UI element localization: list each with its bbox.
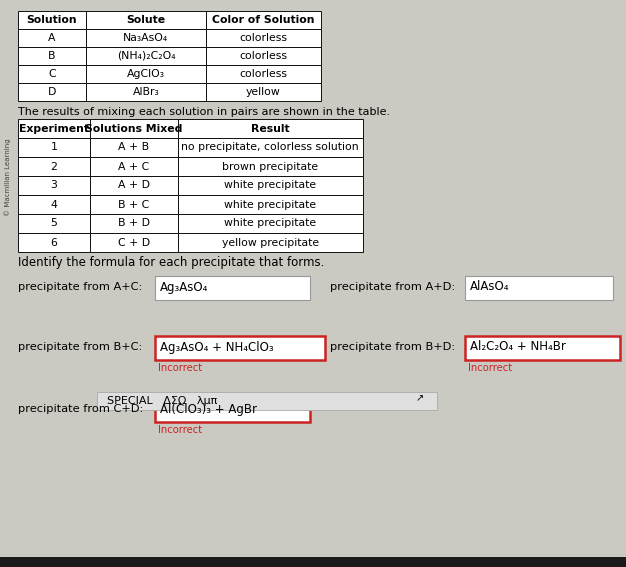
Bar	[18, 29, 86, 47]
Text: precipitate from C+D:: precipitate from C+D:	[18, 404, 143, 414]
Bar	[90, 176, 178, 195]
Text: Incorrect: Incorrect	[158, 425, 202, 435]
Text: Solutions Mixed: Solutions Mixed	[85, 124, 183, 133]
Text: Incorrect: Incorrect	[468, 363, 512, 373]
Bar	[18, 176, 90, 195]
Bar	[178, 214, 363, 233]
Text: 1: 1	[51, 142, 58, 153]
Text: Solution: Solution	[27, 15, 78, 25]
Bar	[206, 47, 321, 65]
Bar	[155, 336, 325, 360]
Bar	[18, 65, 86, 83]
Bar	[0, 557, 626, 567]
Text: 6: 6	[51, 238, 58, 248]
Text: colorless: colorless	[240, 69, 287, 79]
Bar	[178, 195, 363, 214]
Bar	[90, 157, 178, 176]
Text: Incorrect: Incorrect	[158, 363, 202, 373]
Bar	[18, 233, 90, 252]
Bar	[18, 138, 90, 157]
Bar	[18, 11, 86, 29]
Bar	[155, 398, 310, 422]
Text: (NH₄)₂C₂O₄: (NH₄)₂C₂O₄	[116, 51, 175, 61]
Text: Al₂C₂O₄ + NH₄Br: Al₂C₂O₄ + NH₄Br	[470, 341, 566, 353]
Bar	[86, 65, 206, 83]
Bar	[18, 83, 86, 101]
Bar	[86, 11, 206, 29]
Bar	[90, 195, 178, 214]
Text: AlAsO₄: AlAsO₄	[470, 281, 510, 294]
Text: Color of Solution: Color of Solution	[212, 15, 315, 25]
Bar	[206, 65, 321, 83]
Text: colorless: colorless	[240, 51, 287, 61]
Text: Al(ClO₃)₃ + AgBr: Al(ClO₃)₃ + AgBr	[160, 403, 257, 416]
Text: The results of mixing each solution in pairs are shown in the table.: The results of mixing each solution in p…	[18, 107, 390, 117]
Text: white precipitate: white precipitate	[225, 180, 317, 191]
Bar	[90, 233, 178, 252]
Bar	[86, 47, 206, 65]
Text: 3: 3	[51, 180, 58, 191]
Bar	[178, 233, 363, 252]
Text: A + B: A + B	[118, 142, 150, 153]
Text: Na₃AsO₄: Na₃AsO₄	[123, 33, 168, 43]
Text: white precipitate: white precipitate	[225, 200, 317, 209]
Bar	[18, 47, 86, 65]
Text: Ag₃AsO₄ + NH₄ClO₃: Ag₃AsO₄ + NH₄ClO₃	[160, 341, 274, 353]
Bar	[86, 29, 206, 47]
Bar	[465, 336, 620, 360]
Bar	[18, 214, 90, 233]
Text: precipitate from A+C:: precipitate from A+C:	[18, 282, 142, 292]
Bar	[90, 119, 178, 138]
Bar	[178, 176, 363, 195]
Text: white precipitate: white precipitate	[225, 218, 317, 229]
Bar	[90, 214, 178, 233]
Text: yellow precipitate: yellow precipitate	[222, 238, 319, 248]
Text: no precipitate, colorless solution: no precipitate, colorless solution	[181, 142, 359, 153]
Bar	[18, 157, 90, 176]
Text: 4: 4	[51, 200, 58, 209]
Text: C + D: C + D	[118, 238, 150, 248]
Text: precipitate from A+D:: precipitate from A+D:	[330, 282, 455, 292]
Text: ↗: ↗	[416, 393, 424, 403]
Text: D: D	[48, 87, 56, 97]
Bar	[18, 119, 90, 138]
Text: B + D: B + D	[118, 218, 150, 229]
Text: B + C: B + C	[118, 200, 150, 209]
Text: A + D: A + D	[118, 180, 150, 191]
Text: brown precipitate: brown precipitate	[222, 162, 319, 171]
Text: AgClO₃: AgClO₃	[127, 69, 165, 79]
Bar	[206, 83, 321, 101]
Bar	[18, 195, 90, 214]
Text: Ag₃AsO₄: Ag₃AsO₄	[160, 281, 208, 294]
Text: 5: 5	[51, 218, 58, 229]
Bar	[90, 138, 178, 157]
Bar	[178, 119, 363, 138]
Text: precipitate from B+C:: precipitate from B+C:	[18, 342, 142, 352]
Bar	[206, 29, 321, 47]
Bar	[465, 276, 613, 300]
Text: Experiment: Experiment	[19, 124, 89, 133]
Bar	[178, 157, 363, 176]
Text: © Macmillan Learning: © Macmillan Learning	[4, 138, 11, 216]
Text: AlBr₃: AlBr₃	[133, 87, 160, 97]
Text: yellow: yellow	[246, 87, 281, 97]
Bar	[97, 392, 437, 410]
Text: Solute: Solute	[126, 15, 165, 25]
Text: A + C: A + C	[118, 162, 150, 171]
Text: B: B	[48, 51, 56, 61]
Text: SPECIAL   ΔΣΩ   λμπ: SPECIAL ΔΣΩ λμπ	[107, 396, 217, 406]
Text: Result: Result	[251, 124, 290, 133]
Bar	[206, 11, 321, 29]
Text: Identify the formula for each precipitate that forms.: Identify the formula for each precipitat…	[18, 256, 324, 269]
Bar	[155, 276, 310, 300]
Bar	[178, 138, 363, 157]
Text: colorless: colorless	[240, 33, 287, 43]
Text: C: C	[48, 69, 56, 79]
Bar	[86, 83, 206, 101]
Text: A: A	[48, 33, 56, 43]
Text: precipitate from B+D:: precipitate from B+D:	[330, 342, 455, 352]
Text: 2: 2	[51, 162, 58, 171]
